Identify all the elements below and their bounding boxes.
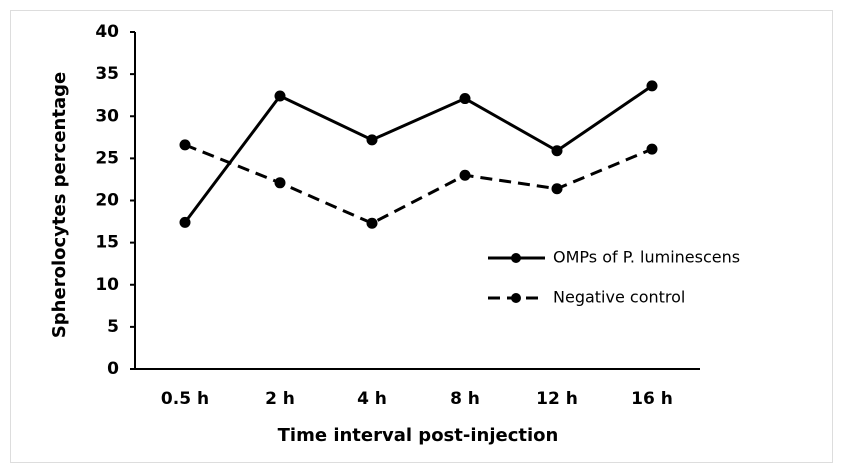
y-tick-label: 5: [107, 317, 119, 337]
point: [274, 90, 286, 102]
point: [179, 216, 191, 228]
y-tick-label: 10: [95, 275, 119, 295]
series-line: [183, 84, 653, 224]
point: [551, 183, 563, 195]
series-line: [184, 143, 653, 225]
x-tick-label: 2 h: [265, 389, 295, 409]
y-tick-label: 0: [107, 359, 119, 379]
y-tick-label: 20: [95, 191, 119, 211]
point: [646, 80, 658, 92]
frame: [10, 10, 833, 463]
point: [366, 217, 378, 229]
y-tick-label: 35: [95, 64, 119, 84]
x-tick-label: 16 h: [631, 389, 673, 409]
x-tick-label: 4 h: [357, 389, 387, 409]
y-tick-label: 30: [95, 106, 119, 126]
x-tick-label: 12 h: [536, 389, 578, 409]
x-axis-title: Time interval post-injection: [278, 425, 559, 446]
x-tick-label: 8 h: [450, 389, 480, 409]
point: [459, 169, 471, 181]
point: [179, 139, 191, 151]
point: [551, 145, 563, 157]
legend-label: OMPs of P. luminescens: [553, 248, 740, 267]
y-tick-label: 15: [95, 233, 119, 253]
y-tick-label: 40: [95, 22, 119, 42]
y-axis-title: Spherolocytes percentage: [49, 72, 70, 338]
point: [646, 143, 658, 155]
y-tick-label: 25: [95, 148, 119, 168]
point: [274, 177, 286, 189]
legend-marker: [511, 253, 521, 263]
x-tick-label: 0.5 h: [161, 389, 209, 409]
legend-label: Negative control: [553, 288, 685, 307]
point: [459, 93, 471, 105]
legend-marker: [511, 293, 521, 303]
point: [366, 134, 378, 146]
